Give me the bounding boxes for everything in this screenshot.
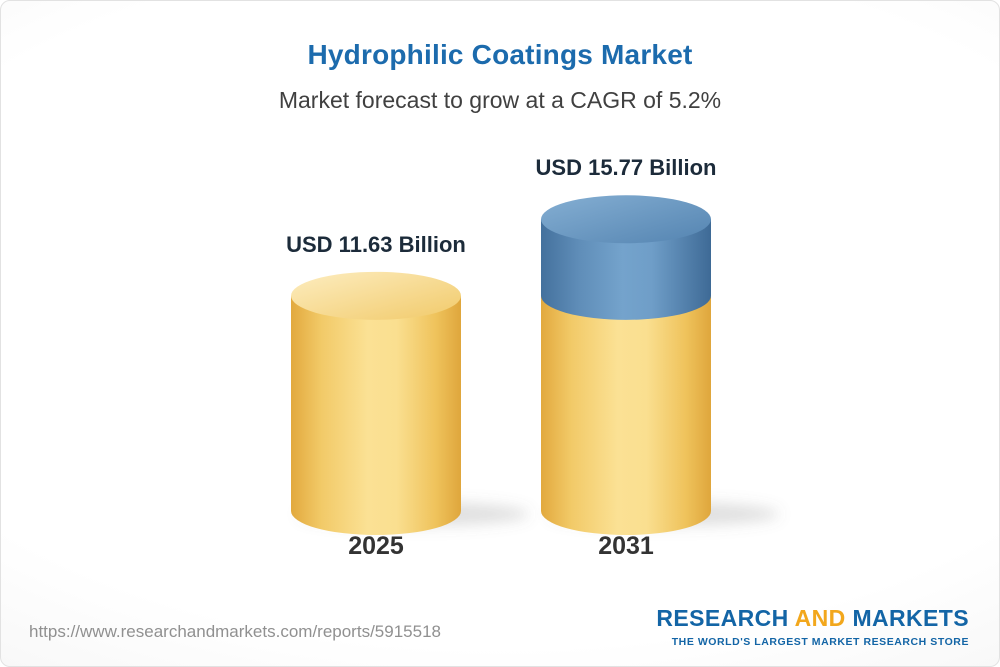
logo-wordmark: RESEARCH AND MARKETS	[656, 605, 969, 632]
year-label-1: 2031	[598, 532, 654, 560]
logo-markets: MARKETS	[852, 605, 969, 631]
logo-research: RESEARCH	[656, 605, 789, 631]
value-label-0: USD 11.63 Billion	[286, 231, 466, 257]
page-title: Hydrophilic Coatings Market	[307, 39, 693, 70]
logo-tagline: THE WORLD'S LARGEST MARKET RESEARCH STOR…	[671, 636, 969, 648]
page-subtitle: Market forecast to grow at a CAGR of 5.2…	[278, 87, 722, 113]
value-label-1: USD 15.77 Billion	[535, 155, 717, 181]
logo-and: AND	[794, 605, 846, 631]
chart-header: Hydrophilic Coatings Market Market forec…	[1, 39, 999, 114]
company-logo: RESEARCH AND MARKETS THE WORLD'S LARGEST…	[656, 605, 969, 648]
year-label-0: 2025	[348, 532, 404, 560]
report-url: https://www.researchandmarkets.com/repor…	[29, 622, 441, 641]
